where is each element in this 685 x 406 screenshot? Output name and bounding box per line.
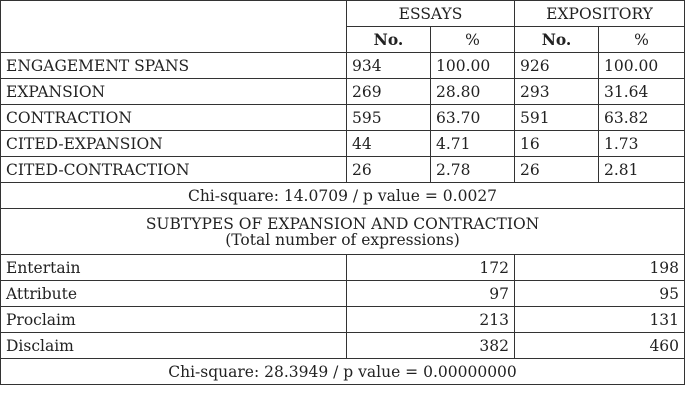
- expository-pct-cell: 31.64: [598, 78, 685, 105]
- essays-no-cell: 595: [346, 104, 431, 131]
- subtypes-subtitle: (Total number of expressions): [225, 230, 460, 249]
- table-row: CITED-EXPANSION 44 4.71 16 1.73: [0, 130, 685, 157]
- subtypes-heading-cell: SUBTYPES OF EXPANSION AND CONTRACTION (T…: [0, 208, 685, 255]
- subtype-expository-total: 131: [514, 306, 685, 333]
- essays-no-cell: 934: [346, 52, 431, 79]
- row-label: CITED-EXPANSION: [0, 130, 347, 157]
- subtype-essays-total: 382: [345, 332, 516, 359]
- row-label: EXPANSION: [0, 78, 347, 105]
- subtype-label: Disclaim: [0, 332, 347, 359]
- table-row: ENGAGEMENT SPANS 934 100.00 926 100.00: [0, 52, 685, 79]
- table-row: EXPANSION 269 28.80 293 31.64: [0, 78, 685, 105]
- subtype-row: Disclaim 382 460: [0, 332, 685, 359]
- engagement-table: ESSAYS EXPOSITORY No. % No. % ENGAGEMENT…: [0, 0, 685, 385]
- subtype-label: Attribute: [0, 280, 347, 307]
- essays-pct-cell: 2.78: [429, 156, 516, 183]
- expository-no-cell: 16: [514, 130, 600, 157]
- expository-no-cell: 591: [514, 104, 600, 131]
- expository-pct-cell: 100.00: [598, 52, 685, 79]
- header-empty-cell: [0, 0, 347, 53]
- chi-square-row: Chi-square: 28.3949 / p value = 0.000000…: [0, 358, 685, 385]
- subtype-expository-total: 460: [514, 332, 685, 359]
- subtype-row: Proclaim 213 131: [0, 306, 685, 333]
- header-essays: ESSAYS: [345, 0, 516, 27]
- header-expository-pct: %: [598, 26, 685, 53]
- chi-square-text: Chi-square: 14.0709 / p value = 0.0027: [0, 182, 685, 209]
- header-expository: EXPOSITORY: [514, 0, 685, 27]
- subtype-row: Entertain 172 198: [0, 254, 685, 281]
- subtype-expository-total: 95: [514, 280, 685, 307]
- subtypes-title: SUBTYPES OF EXPANSION AND CONTRACTION: [145, 214, 540, 233]
- essays-no-cell: 269: [346, 78, 431, 105]
- chi-square-text: Chi-square: 28.3949 / p value = 0.000000…: [0, 358, 685, 385]
- expository-no-cell: 293: [514, 78, 600, 105]
- essays-no-cell: 26: [346, 156, 431, 183]
- subtype-expository-total: 198: [514, 254, 685, 281]
- header-essays-no: No.: [346, 26, 431, 53]
- essays-pct-cell: 4.71: [429, 130, 516, 157]
- header-essays-pct: %: [429, 26, 516, 53]
- header-row-groups: ESSAYS EXPOSITORY: [0, 0, 685, 53]
- essays-pct-cell: 28.80: [429, 78, 516, 105]
- chi-square-row: Chi-square: 14.0709 / p value = 0.0027: [0, 182, 685, 209]
- expository-pct-cell: 1.73: [598, 130, 685, 157]
- subtype-label: Proclaim: [0, 306, 347, 333]
- essays-no-cell: 44: [346, 130, 431, 157]
- row-label: CONTRACTION: [0, 104, 347, 131]
- essays-pct-cell: 100.00: [429, 52, 516, 79]
- subtype-label: Entertain: [0, 254, 347, 281]
- subtype-essays-total: 172: [345, 254, 516, 281]
- subtype-essays-total: 213: [345, 306, 516, 333]
- expository-pct-cell: 63.82: [598, 104, 685, 131]
- row-label: CITED-CONTRACTION: [0, 156, 347, 183]
- header-expository-no: No.: [514, 26, 600, 53]
- subtype-essays-total: 97: [345, 280, 516, 307]
- expository-no-cell: 926: [514, 52, 600, 79]
- table-row: CITED-CONTRACTION 26 2.78 26 2.81: [0, 156, 685, 183]
- subtypes-heading-row: SUBTYPES OF EXPANSION AND CONTRACTION (T…: [0, 208, 685, 255]
- expository-pct-cell: 2.81: [598, 156, 685, 183]
- expository-no-cell: 26: [514, 156, 600, 183]
- essays-pct-cell: 63.70: [429, 104, 516, 131]
- subtype-row: Attribute 97 95: [0, 280, 685, 307]
- row-label: ENGAGEMENT SPANS: [0, 52, 347, 79]
- table-row: CONTRACTION 595 63.70 591 63.82: [0, 104, 685, 131]
- header-row-sub: No. % No. %: [1, 26, 685, 53]
